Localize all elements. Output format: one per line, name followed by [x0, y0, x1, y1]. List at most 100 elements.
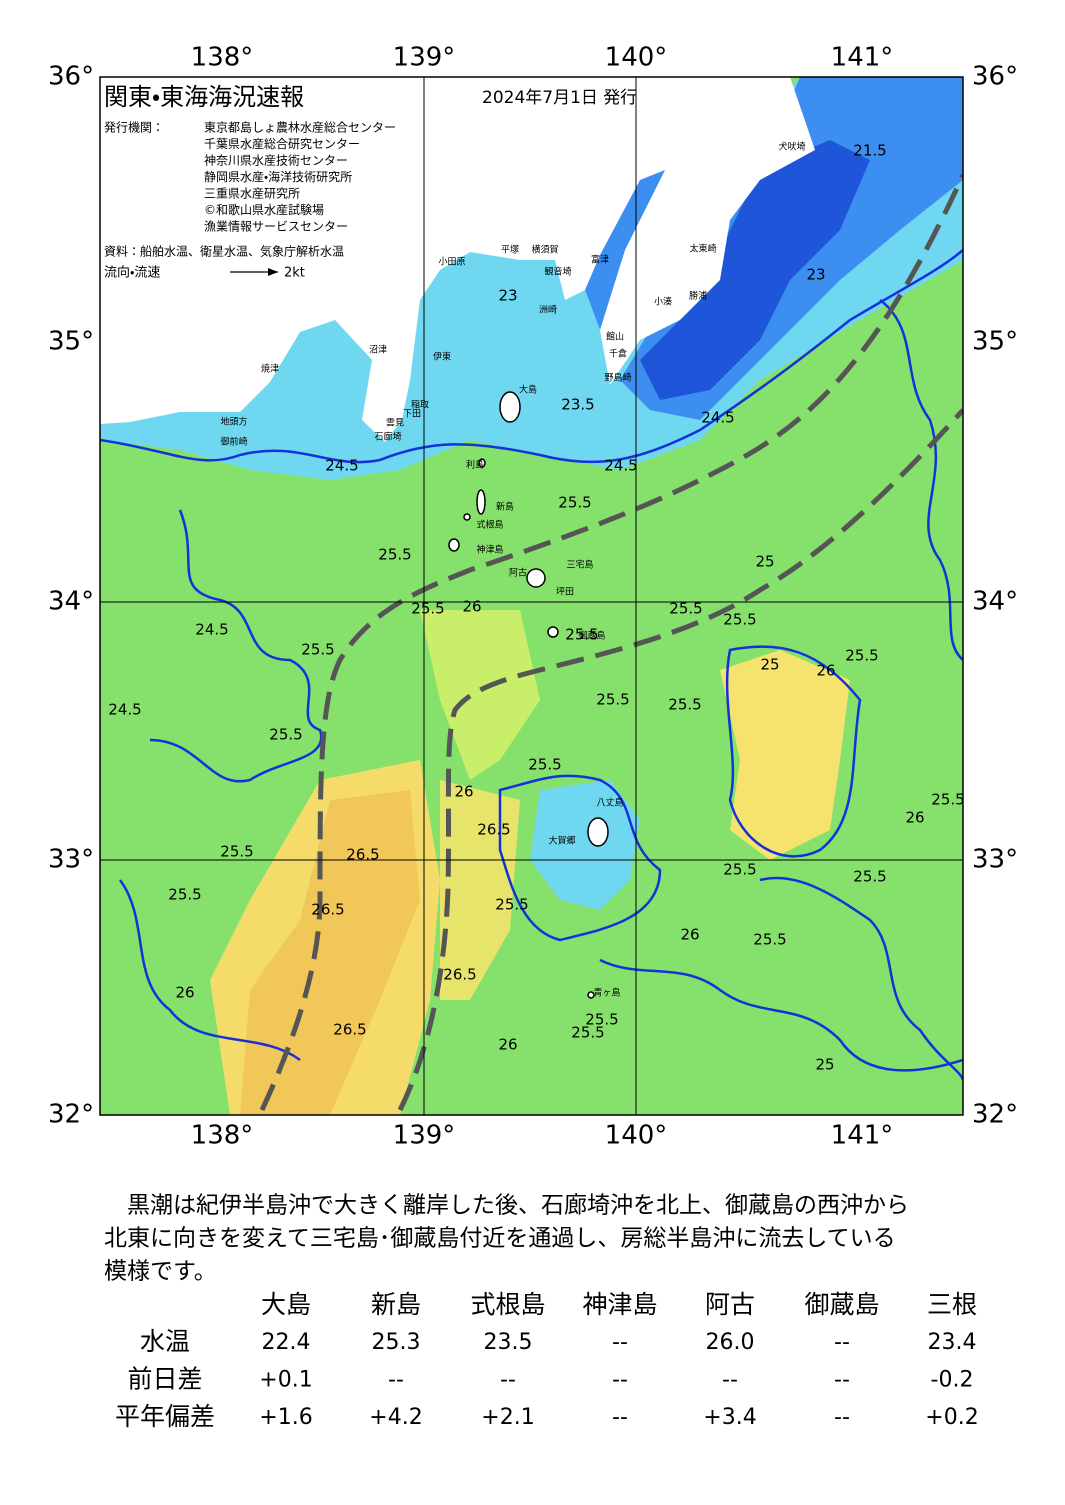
table-cell: +1.6	[259, 1405, 312, 1430]
kuroshio-axis	[259, 173, 963, 1112]
table-cell: +0.1	[259, 1368, 312, 1393]
table-header: 三根	[927, 1290, 977, 1319]
issue-date: 2024年7月1日 発行	[482, 88, 637, 108]
contour-label: 24.5	[325, 457, 358, 475]
table-cell: --	[612, 1405, 628, 1430]
table-cell: --	[500, 1368, 516, 1393]
contour	[498, 774, 662, 942]
place-name: 横須賀	[531, 244, 558, 256]
place-name: 千倉	[609, 349, 627, 360]
table-cell: 26.0	[706, 1330, 755, 1355]
contour-label: 26	[454, 783, 473, 801]
table-cell: --	[834, 1330, 850, 1355]
table-header: 御蔵島	[804, 1290, 879, 1319]
place-name: 伊東	[433, 351, 451, 363]
contour-label: 21.5	[853, 142, 886, 160]
table-header: 神津島	[582, 1290, 657, 1319]
lat-label: 35°	[972, 327, 1018, 357]
warm-water	[720, 650, 850, 860]
contour-label: 25.5	[528, 756, 561, 774]
table-cell: --	[834, 1405, 850, 1430]
current-label: 流向・流速	[104, 265, 160, 281]
place-name: 坪田	[556, 587, 574, 598]
table-cell: --	[612, 1368, 628, 1393]
contour-label: 26.5	[477, 821, 510, 839]
issuer: 三重県水産研究所	[204, 187, 300, 201]
contour-label: 25.5	[571, 1024, 604, 1042]
issuer: 神奈川県水産技術センター	[204, 153, 348, 168]
contour-label: 25.5	[220, 843, 253, 861]
contour-label: 26	[905, 809, 924, 827]
map-area	[100, 77, 963, 1115]
bay	[585, 170, 665, 330]
island	[526, 568, 546, 588]
place-name: 八丈島	[596, 797, 623, 809]
contour-label: 26	[462, 598, 481, 616]
contour	[149, 509, 323, 783]
map-title: 関東・東海海況速報	[104, 83, 304, 111]
table-cell: +4.2	[369, 1405, 422, 1430]
place-name: 勝浦	[689, 290, 707, 302]
place-name: 新島	[496, 501, 514, 513]
contour	[118, 879, 301, 1062]
place-name: 神津島	[476, 544, 503, 556]
issuers-label: 発行機関：	[104, 121, 164, 135]
place-name: 館山	[606, 331, 624, 343]
contour-label: 25.5	[845, 647, 878, 665]
table-cell: --	[722, 1368, 738, 1393]
island	[448, 538, 460, 552]
island	[587, 817, 609, 847]
map-frame	[99, 76, 964, 1116]
contour-label: 25	[755, 553, 774, 571]
contour-label: 25.5	[753, 931, 786, 949]
contour-label: 23.5	[561, 396, 594, 414]
contour-label: 25	[760, 656, 779, 674]
place-name: 野島崎	[604, 372, 631, 384]
lat-label: 33°	[972, 845, 1018, 875]
contour-label: 25.5	[669, 600, 702, 618]
contour-label: 25.5	[723, 611, 756, 629]
contour-label: 25.5	[168, 886, 201, 904]
contour-label: 24.5	[604, 457, 637, 475]
table-cell: -0.2	[931, 1368, 974, 1393]
table-cell: 25.3	[372, 1330, 421, 1355]
row-label: 平年偏差	[115, 1402, 215, 1431]
contour-label: 25.5	[301, 641, 334, 659]
island	[476, 489, 486, 515]
contour-label: 25.5	[853, 868, 886, 886]
summary-line: 黒潮は紀伊半島沖で大きく離岸した後、石廊埼沖を北上、御蔵島の西沖から	[104, 1193, 909, 1219]
issuer: 静岡県水産・海洋技術研究所	[204, 169, 352, 184]
place-name: 稲取	[411, 399, 429, 411]
place-name: 地頭方	[220, 416, 247, 428]
table-cell: +2.1	[481, 1405, 534, 1430]
table-cell: --	[388, 1368, 404, 1393]
lon-label: 138°	[191, 43, 254, 73]
place-name: 大賀郷	[548, 835, 575, 847]
lon-label: 140°	[605, 43, 668, 73]
table-cell: +0.2	[925, 1405, 978, 1430]
place-name: 沼津	[369, 345, 387, 356]
table-cell: --	[834, 1368, 850, 1393]
current-scale-arrow	[268, 268, 278, 276]
contour-label: 26	[498, 1036, 517, 1054]
island	[547, 626, 559, 638]
island	[478, 458, 486, 468]
table-cell: +3.4	[703, 1405, 756, 1430]
place-name: 三宅島	[566, 559, 593, 571]
issuer: 漁業情報サービスセンター	[204, 220, 348, 234]
table-header: 新島	[371, 1290, 421, 1319]
table-header: 式根島	[470, 1290, 545, 1319]
table-cell: --	[612, 1330, 628, 1355]
lon-label: 139°	[393, 1121, 456, 1151]
place-name: 観音埼	[544, 266, 571, 278]
issuer: 東京都島しょ農林水産総合センター	[204, 120, 396, 135]
contour-label: 23	[498, 287, 517, 305]
contour-label: 25.5	[558, 494, 591, 512]
table-header: 阿古	[705, 1290, 755, 1319]
contour-label: 24.5	[195, 621, 228, 639]
place-name: 御蔵島	[578, 630, 605, 642]
place-name: 焼津	[261, 364, 279, 375]
place-name: 犬吠埼	[778, 141, 805, 153]
contour-label: 24.5	[108, 701, 141, 719]
